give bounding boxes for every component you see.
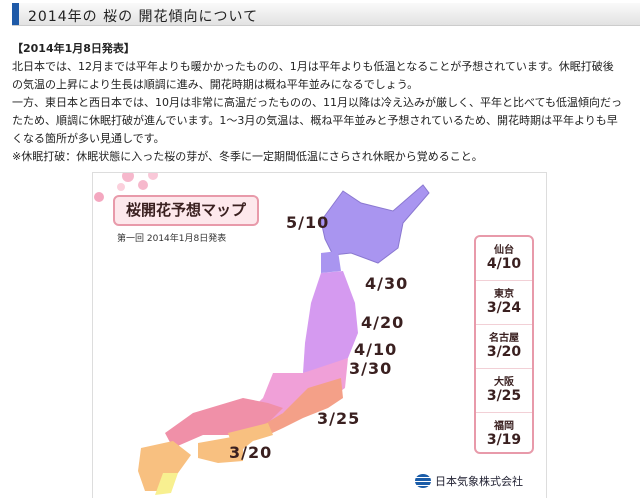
isoline-label: 4/30 (365, 274, 409, 293)
sakura-forecast-map: 桜開花予想マップ 第一回 2014年1月8日発表 5/10 4/30 4/20 … (92, 172, 547, 498)
logo-icon (415, 474, 431, 488)
kyushu (138, 441, 191, 491)
paragraph-north: 北日本では、12月までは平年よりも暖かかったものの、1月は平年よりも低温となるこ… (12, 60, 614, 91)
city-item: 名古屋 3/20 (476, 325, 532, 369)
isoline-label: 3/30 (349, 359, 393, 378)
footnote: ※休眠打破：休眠状態に入った桜の芽が、冬季に一定期間低温にさらされ休眠から覚める… (12, 150, 483, 163)
section-header: 2014年の 桜の 開花傾向について (12, 3, 640, 26)
south-kyushu (155, 473, 178, 495)
announcement-date: 【2014年1月8日発表】 (12, 42, 135, 55)
map-subtitle: 第一回 2014年1月8日発表 (117, 234, 227, 244)
header-accent-bar (12, 3, 19, 25)
city-item: 仙台 4/10 (476, 237, 532, 281)
japan-map-graphic (94, 173, 430, 495)
cherry-blossom-decoration (94, 173, 158, 202)
map-title: 桜開花予想マップ (113, 195, 259, 226)
isoline-label: 4/10 (354, 340, 398, 359)
page-title: 2014年の 桜の 開花傾向について (28, 9, 259, 25)
isoline-label: 3/25 (317, 409, 361, 428)
paragraph-east-west: 一方、東日本と西日本では、10月は非常に高温だったものの、11月以降は冷え込みが… (12, 96, 623, 145)
north-honshu-top (321, 251, 341, 273)
company-logo: 日本気象株式会社 (415, 473, 523, 489)
city-item: 福岡 3/19 (486, 421, 522, 448)
isoline-label: 3/20 (229, 443, 273, 462)
western-honshu (165, 398, 283, 448)
city-forecast-legend: 仙台 4/10 東京 3/24 名古屋 3/20 大阪 3/25 福岡 3/19 (474, 235, 534, 454)
article-text: 【2014年1月8日発表】 北日本では、12月までは平年よりも暖かかったものの、… (12, 40, 624, 166)
isoline-label: 5/10 (286, 213, 330, 232)
shikoku (198, 435, 243, 463)
city-item: 東京 3/24 (476, 281, 532, 325)
isoline-label: 4/20 (361, 313, 405, 332)
tohoku (303, 271, 358, 373)
city-item: 大阪 3/25 (476, 369, 532, 413)
kanto-tokai (253, 378, 343, 435)
